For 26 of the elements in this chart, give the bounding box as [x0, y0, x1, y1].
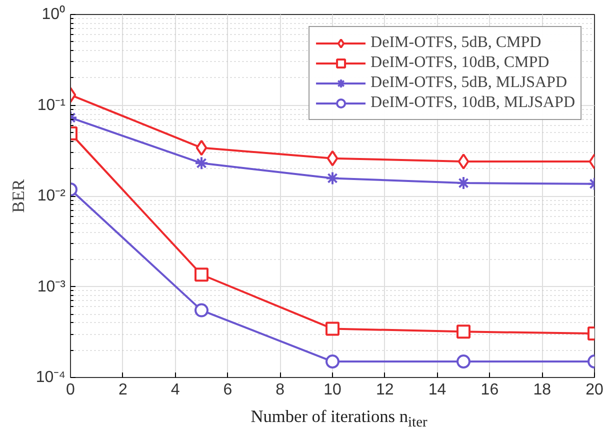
legend-label: DeIM-OTFS, 5dB, CMPD [370, 34, 542, 52]
x-tick-label: 14 [428, 382, 446, 398]
x-tick-label: 4 [170, 382, 180, 398]
x-tick-label: 6 [223, 382, 232, 398]
x-tick-label: 10 [324, 382, 342, 398]
y-axis-title: BER [8, 178, 28, 213]
y-tick-label: 10⁻⁴ [36, 369, 66, 386]
x-tick-label: 16 [480, 382, 499, 398]
x-tick-label: 18 [533, 382, 552, 398]
legend-label: DeIM-OTFS, 10dB, CMPD [370, 54, 550, 72]
x-tick-label: 2 [118, 382, 128, 398]
x-tick-label: 12 [376, 382, 394, 398]
x-tick-label: 20 [586, 382, 604, 398]
y-tick-label: 10⁰ [42, 5, 66, 23]
y-tick-label: 10⁻¹ [37, 96, 66, 114]
point [326, 354, 340, 369]
y-tick-label: 10⁻³ [37, 278, 66, 296]
point [326, 171, 340, 186]
x-axis-title: Number of iterations n$_{iter}$ [250, 406, 428, 432]
x-tick-label: 0 [66, 382, 76, 398]
legend-label: DeIM-OTFS, 10dB, MLJSAPD [370, 94, 575, 112]
point [326, 150, 338, 166]
point [326, 322, 340, 336]
y-tick-label: 10⁻² [37, 188, 66, 204]
x-tick-label: 8 [276, 382, 285, 398]
legend-label: DeIM-OTFS, 5dB, MLJSAPD [370, 74, 567, 92]
